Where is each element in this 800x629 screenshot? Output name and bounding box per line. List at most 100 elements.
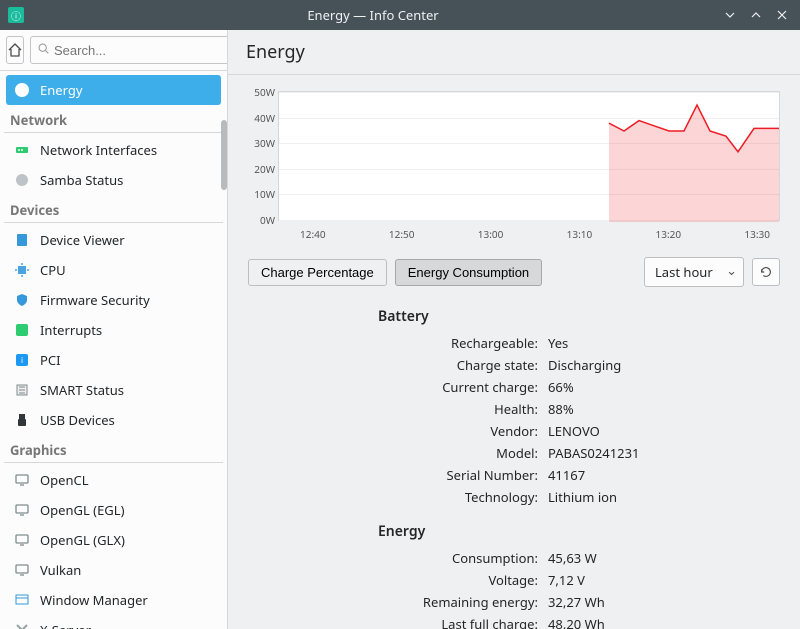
sidebar-item-pci[interactable]: i PCI — [6, 345, 221, 375]
titlebar: ⓘ Energy — Info Center — [0, 0, 800, 30]
sidebar-item-glx[interactable]: OpenGL (GLX) — [6, 525, 221, 555]
detail-key: Vendor: — [378, 422, 538, 440]
detail-value: Lithium ion — [548, 488, 617, 506]
refresh-button[interactable] — [752, 258, 780, 286]
monitor-icon — [14, 472, 30, 488]
sidebar-item-label: Device Viewer — [40, 231, 125, 249]
sidebar-item-irq[interactable]: Interrupts — [6, 315, 221, 345]
detail-row: Rechargeable: Yes — [378, 332, 780, 354]
detail-key: Technology: — [378, 488, 538, 506]
samba-icon — [14, 172, 30, 188]
search-box[interactable] — [30, 36, 228, 64]
sidebar-item-label: OpenGL (GLX) — [40, 531, 125, 549]
sidebar-item-label: SMART Status — [40, 381, 124, 399]
chart-ytick: 20W — [254, 162, 275, 176]
sidebar-category: Network — [4, 105, 223, 133]
sidebar-item-label: PCI — [40, 351, 61, 369]
sidebar-scrollbar[interactable] — [221, 120, 227, 190]
sidebar-item-cpu[interactable]: CPU — [6, 255, 221, 285]
chart-xtick: 12:50 — [389, 227, 415, 241]
detail-row: Current charge: 66% — [378, 376, 780, 398]
monitor-icon — [14, 502, 30, 518]
sidebar-item-usb[interactable]: USB Devices — [6, 405, 221, 435]
energy-icon — [14, 82, 30, 98]
energy-consumption-button[interactable]: Energy Consumption — [395, 259, 542, 286]
battery-heading: Battery — [378, 307, 780, 326]
detail-value: Discharging — [548, 356, 621, 374]
sidebar-item-fwsec[interactable]: Firmware Security — [6, 285, 221, 315]
detail-key: Rechargeable: — [378, 334, 538, 352]
window-title: Energy — Info Center — [32, 6, 714, 24]
detail-value: 88% — [548, 400, 574, 418]
wm-icon — [14, 592, 30, 608]
chart-xtick: 13:10 — [567, 227, 593, 241]
detail-row: Remaining energy:32,27 Wh — [378, 591, 780, 613]
sidebar-category: Devices — [4, 195, 223, 223]
sidebar-item-label: Window Manager — [40, 591, 148, 609]
chart-ytick: 0W — [260, 213, 275, 227]
energy-chart: 0W10W20W30W40W50W — [278, 91, 780, 221]
detail-row: Last full charge:48,20 Wh — [378, 613, 780, 629]
detail-key: Serial Number: — [378, 466, 538, 484]
sidebar-item-label: Energy — [40, 81, 82, 99]
detail-key: Health: — [378, 400, 538, 418]
energy-heading: Energy — [378, 522, 780, 541]
sidebar-item-xserver[interactable]: X-Server — [6, 615, 221, 629]
sidebar-item-label: X-Server — [40, 621, 91, 629]
detail-key: Voltage: — [378, 571, 538, 589]
sidebar-item-label: CPU — [40, 261, 66, 279]
sidebar-item-label: OpenCL — [40, 471, 89, 489]
close-button[interactable] — [772, 5, 792, 25]
detail-row: Serial Number: 41167 — [378, 464, 780, 486]
main-panel: Energy 0W10W20W30W40W50W 12:4012:5013:00… — [228, 30, 800, 629]
detail-row: Health: 88% — [378, 398, 780, 420]
detail-value: 66% — [548, 378, 574, 396]
sidebar-item-devview[interactable]: Device Viewer — [6, 225, 221, 255]
detail-value: PABAS0241231 — [548, 444, 639, 462]
home-button[interactable] — [6, 36, 24, 64]
xorg-icon — [14, 622, 30, 629]
shield-icon — [14, 292, 30, 308]
detail-value: Yes — [548, 334, 568, 352]
detail-row: Model:PABAS0241231 — [378, 442, 780, 464]
cpu-icon — [14, 262, 30, 278]
monitor-icon — [14, 532, 30, 548]
sidebar-item-egl[interactable]: OpenGL (EGL) — [6, 495, 221, 525]
sidebar-list: Energy NetworkNetwork Interfaces Samba Sta… — [0, 71, 227, 629]
sidebar-item-opencl[interactable]: OpenCL — [6, 465, 221, 495]
charge-percentage-button[interactable]: Charge Percentage — [248, 259, 387, 286]
search-input[interactable] — [54, 43, 228, 58]
detail-key: Last full charge: — [378, 615, 538, 629]
usb-icon — [14, 412, 30, 428]
minimize-button[interactable] — [720, 5, 740, 25]
chart-ytick: 30W — [254, 136, 275, 150]
sidebar-item-netif[interactable]: Network Interfaces — [6, 135, 221, 165]
svg-text:i: i — [21, 355, 23, 366]
chart-ytick: 40W — [254, 111, 275, 125]
detail-value: 45,63 W — [548, 549, 597, 567]
sidebar-item-label: Vulkan — [40, 561, 81, 579]
smart-icon — [14, 382, 30, 398]
detail-value: LENOVO — [548, 422, 600, 440]
sidebar-item-wm[interactable]: Window Manager — [6, 585, 221, 615]
chart-xtick: 13:20 — [656, 227, 682, 241]
chart-xtick: 12:40 — [300, 227, 326, 241]
chart-ytick: 50W — [254, 85, 275, 99]
sidebar-item-label: Samba Status — [40, 171, 123, 189]
search-icon — [37, 41, 50, 59]
maximize-button[interactable] — [746, 5, 766, 25]
sidebar-item-vulkan[interactable]: Vulkan — [6, 555, 221, 585]
detail-value: 41167 — [548, 466, 585, 484]
detail-value: 7,12 V — [548, 571, 585, 589]
chart-xtick: 13:30 — [744, 227, 770, 241]
sidebar-item-samba[interactable]: Samba Status — [6, 165, 221, 195]
sidebar-item-energy[interactable]: Energy — [6, 75, 221, 105]
detail-row: Consumption: 45,63 W — [378, 547, 780, 569]
detail-key: Consumption: — [378, 549, 538, 567]
chart-ytick: 10W — [254, 187, 275, 201]
sidebar-item-label: USB Devices — [40, 411, 115, 429]
detail-key: Current charge: — [378, 378, 538, 396]
interrupts-icon — [14, 322, 30, 338]
time-range-select[interactable]: Last hour — [644, 257, 744, 287]
sidebar-item-smart[interactable]: SMART Status — [6, 375, 221, 405]
